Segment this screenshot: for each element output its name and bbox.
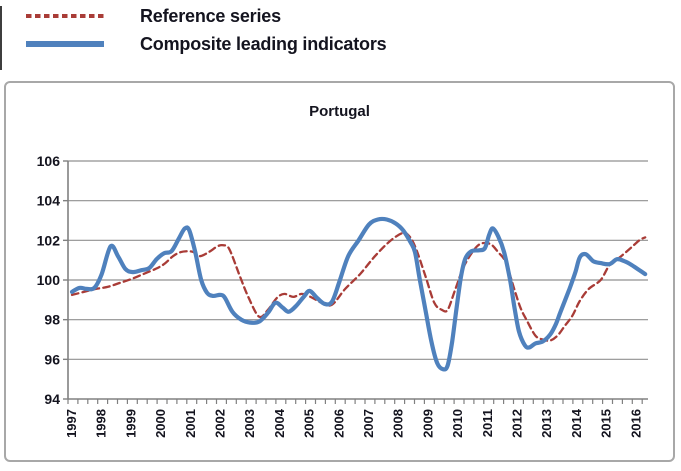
y-axis-label: 106 (37, 153, 61, 169)
reference-series-line (70, 231, 647, 342)
y-axis-label: 96 (44, 351, 60, 367)
y-axis-label: 104 (37, 193, 61, 209)
x-axis-label: 2006 (331, 409, 346, 438)
left-border-artifact (0, 6, 2, 70)
x-axis-label: 2007 (361, 409, 376, 438)
legend-label-composite-leading-indicators: Composite leading indicators (140, 33, 387, 54)
composite-leading-indicators-line (69, 216, 648, 372)
composite-leading-indicators-line-swatch-icon (26, 41, 104, 47)
chart-panel: Portugal 94 96 98 100 102 104 106 1997 1998 1999 2… (4, 81, 675, 462)
legend-label-reference-series: Reference series (140, 5, 281, 26)
x-axis-label: 2001 (183, 409, 198, 438)
x-axis-label: 2004 (272, 408, 287, 438)
x-axis-label: 1998 (94, 409, 109, 438)
y-axis-label: 94 (44, 391, 60, 407)
x-axis-label: 2014 (569, 408, 584, 438)
y-axis-label: 100 (37, 272, 61, 288)
x-axis-label: 2009 (420, 409, 435, 438)
x-axis-label: 2011 (480, 409, 495, 437)
x-axis-label: 1997 (64, 409, 79, 438)
chart-title: Portugal (309, 103, 370, 120)
legend: Reference series Composite leading indic… (0, 2, 520, 58)
x-axis-label: 2002 (213, 409, 228, 438)
x-axis-label: 2015 (599, 409, 614, 438)
plot-svg: 94 96 98 100 102 104 106 1997 1998 1999 2000 2001 20… (37, 153, 648, 438)
x-axis-label: 2000 (153, 409, 168, 438)
legend-item-reference-series: Reference series (0, 2, 520, 30)
x-axis-label: 2013 (539, 409, 554, 438)
x-axis-label: 2003 (242, 409, 257, 438)
y-axis-label: 98 (44, 312, 60, 328)
legend-item-composite-leading-indicators: Composite leading indicators (0, 30, 520, 58)
x-axis-label: 2005 (302, 409, 317, 438)
x-axis-label: 2008 (391, 409, 406, 438)
y-axis-label: 102 (37, 232, 61, 248)
x-axis-label: 2010 (450, 409, 465, 438)
x-axis-label: 2012 (510, 409, 525, 438)
x-axis-label: 1999 (123, 409, 138, 438)
x-axis-label: 2016 (628, 409, 643, 438)
reference-series-line-swatch-icon (26, 14, 104, 18)
